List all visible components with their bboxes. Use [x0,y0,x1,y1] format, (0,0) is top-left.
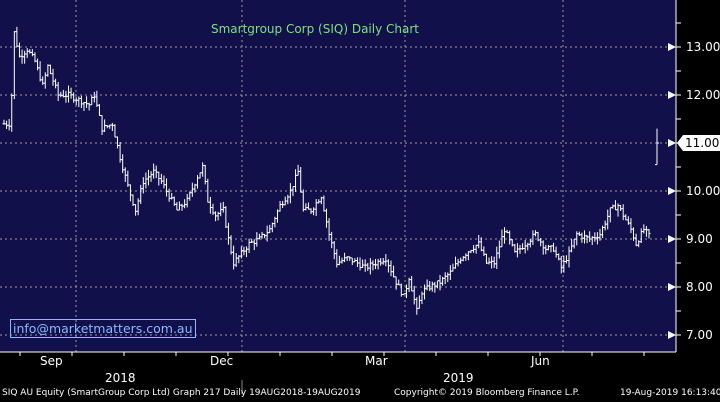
year-label: 2019 [443,371,474,385]
month-label: Mar [365,354,388,368]
tick-arrow [668,283,676,291]
y-tick-label: 13.00 [686,40,720,54]
year-label: 2018 [105,371,136,385]
y-tick-label: 9.00 [686,232,713,246]
y-tick-label: 10.00 [686,184,720,198]
footer-timestamp: 19-Aug-2019 16:13:40 [620,388,720,398]
footer-security: SIQ AU Equity (SmartGroup Corp Ltd) Grap… [2,388,361,398]
last-price-label: 11.00 [677,135,720,151]
chart-title: Smartgroup Corp (SIQ) Daily Chart [211,22,419,36]
email-link[interactable]: info@marketmatters.com.au [10,319,196,338]
month-label: Dec [210,354,234,368]
tick-arrow [668,139,676,147]
tick-arrow [668,43,676,51]
month-label: Jun [531,354,550,368]
tick-arrow [668,187,676,195]
y-tick-label: 12.00 [686,88,720,102]
tick-arrow [668,331,676,339]
footer-copyright: Copyright© 2019 Bloomberg Finance L.P. [394,388,580,398]
y-tick-label: 7.00 [686,328,713,342]
tick-arrow [668,235,676,243]
month-label: Sep [40,354,63,368]
y-tick-label: 8.00 [686,280,713,294]
tick-arrow [668,91,676,99]
